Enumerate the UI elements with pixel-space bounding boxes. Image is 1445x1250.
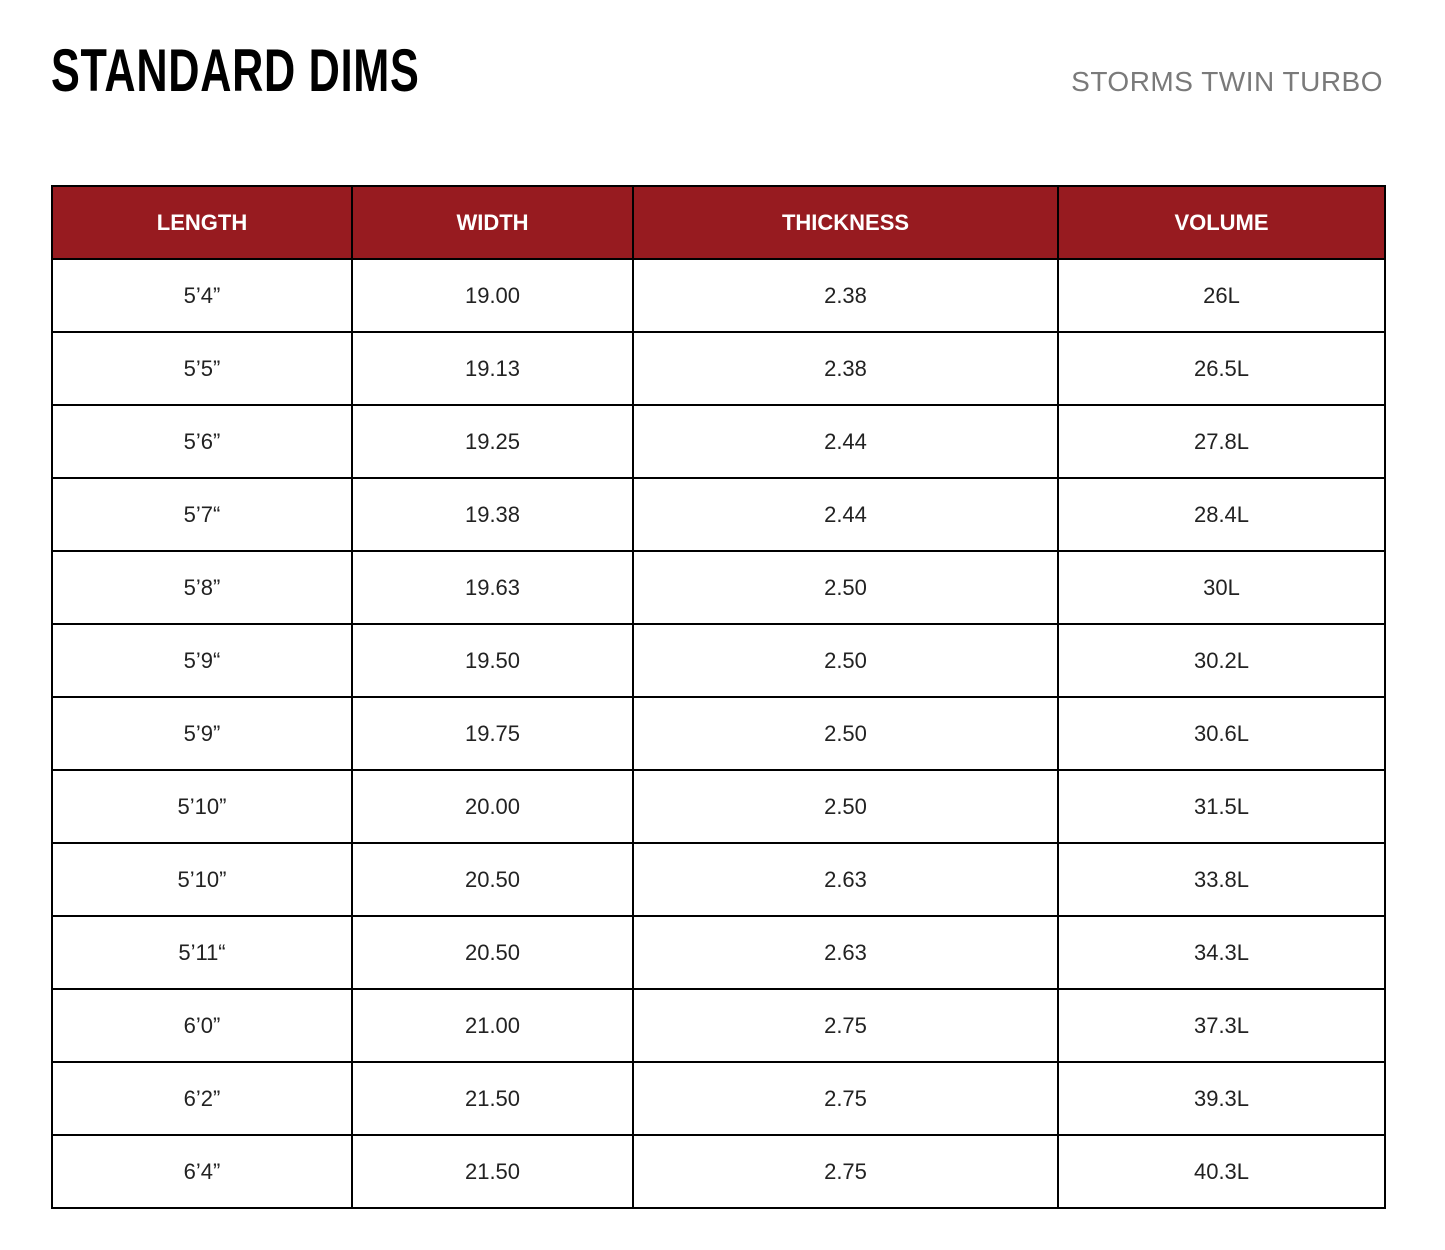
- model-name: STORMS TWIN TURBO: [1071, 66, 1383, 97]
- length-cell: 5’11“: [51, 915, 353, 990]
- volume-cell: 27.8L: [1057, 404, 1386, 479]
- width-cell: 19.38: [351, 477, 634, 552]
- volume-cell: 31.5L: [1057, 769, 1386, 844]
- thickness-cell: 2.75: [632, 1134, 1059, 1209]
- volume-cell: 39.3L: [1057, 1061, 1386, 1136]
- thickness-cell: 2.44: [632, 404, 1059, 479]
- width-cell: 20.50: [351, 842, 634, 917]
- table-row: 5’4” 19.00 2.38 26L: [51, 258, 1386, 333]
- length-cell: 5’9”: [51, 696, 353, 771]
- column-header-volume: VOLUME: [1057, 185, 1386, 260]
- length-cell: 6’2”: [51, 1061, 353, 1136]
- width-cell: 21.00: [351, 988, 634, 1063]
- length-cell: 6’4”: [51, 1134, 353, 1209]
- width-cell: 19.25: [351, 404, 634, 479]
- thickness-cell: 2.63: [632, 842, 1059, 917]
- length-cell: 5’4”: [51, 258, 353, 333]
- width-cell: 20.50: [351, 915, 634, 990]
- thickness-cell: 2.38: [632, 258, 1059, 333]
- column-header-thickness: THICKNESS: [632, 185, 1059, 260]
- width-cell: 19.75: [351, 696, 634, 771]
- thickness-cell: 2.63: [632, 915, 1059, 990]
- volume-cell: 28.4L: [1057, 477, 1386, 552]
- length-cell: 6’0”: [51, 988, 353, 1063]
- table-row: 5’10” 20.00 2.50 31.5L: [51, 769, 1386, 844]
- length-cell: 5’7“: [51, 477, 353, 552]
- width-cell: 19.50: [351, 623, 634, 698]
- table-row: 6’0” 21.00 2.75 37.3L: [51, 988, 1386, 1063]
- table-row: 5’9” 19.75 2.50 30.6L: [51, 696, 1386, 771]
- length-cell: 5’10”: [51, 769, 353, 844]
- table-row: 5’6” 19.25 2.44 27.8L: [51, 404, 1386, 479]
- thickness-cell: 2.44: [632, 477, 1059, 552]
- thickness-cell: 2.50: [632, 550, 1059, 625]
- column-header-width: WIDTH: [351, 185, 634, 260]
- thickness-cell: 2.50: [632, 769, 1059, 844]
- table-row: 6’4” 21.50 2.75 40.3L: [51, 1134, 1386, 1209]
- volume-cell: 26.5L: [1057, 331, 1386, 406]
- table-row: 5’5” 19.13 2.38 26.5L: [51, 331, 1386, 406]
- volume-cell: 34.3L: [1057, 915, 1386, 990]
- table-row: 5’8” 19.63 2.50 30L: [51, 550, 1386, 625]
- volume-cell: 37.3L: [1057, 988, 1386, 1063]
- table-row: 5’10” 20.50 2.63 33.8L: [51, 842, 1386, 917]
- page-title: STANDARD DIMS: [51, 37, 420, 104]
- width-cell: 19.00: [351, 258, 634, 333]
- width-cell: 19.13: [351, 331, 634, 406]
- table-body: 5’4” 19.00 2.38 26L 5’5” 19.13 2.38 26.5L 5’6” 19…: [51, 258, 1386, 1209]
- volume-cell: 30.6L: [1057, 696, 1386, 771]
- table-row: 5’7“ 19.38 2.44 28.4L: [51, 477, 1386, 552]
- volume-cell: 30.2L: [1057, 623, 1386, 698]
- volume-cell: 33.8L: [1057, 842, 1386, 917]
- table-row: 5’11“ 20.50 2.63 34.3L: [51, 915, 1386, 990]
- volume-cell: 40.3L: [1057, 1134, 1386, 1209]
- thickness-cell: 2.38: [632, 331, 1059, 406]
- header-row: LENGTH WIDTH THICKNESS VOLUME: [51, 185, 1386, 260]
- volume-cell: 26L: [1057, 258, 1386, 333]
- table-row: 6’2” 21.50 2.75 39.3L: [51, 1061, 1386, 1136]
- column-header-length: LENGTH: [51, 185, 353, 260]
- volume-cell: 30L: [1057, 550, 1386, 625]
- thickness-cell: 2.50: [632, 623, 1059, 698]
- table-row: 5’9“ 19.50 2.50 30.2L: [51, 623, 1386, 698]
- width-cell: 21.50: [351, 1134, 634, 1209]
- thickness-cell: 2.75: [632, 988, 1059, 1063]
- length-cell: 5’5”: [51, 331, 353, 406]
- thickness-cell: 2.75: [632, 1061, 1059, 1136]
- length-cell: 5’10”: [51, 842, 353, 917]
- dimensions-table: LENGTH WIDTH THICKNESS VOLUME 5’4” 19.00 2…: [51, 185, 1386, 1209]
- thickness-cell: 2.50: [632, 696, 1059, 771]
- length-cell: 5’8”: [51, 550, 353, 625]
- length-cell: 5’9“: [51, 623, 353, 698]
- width-cell: 20.00: [351, 769, 634, 844]
- width-cell: 21.50: [351, 1061, 634, 1136]
- length-cell: 5’6”: [51, 404, 353, 479]
- width-cell: 19.63: [351, 550, 634, 625]
